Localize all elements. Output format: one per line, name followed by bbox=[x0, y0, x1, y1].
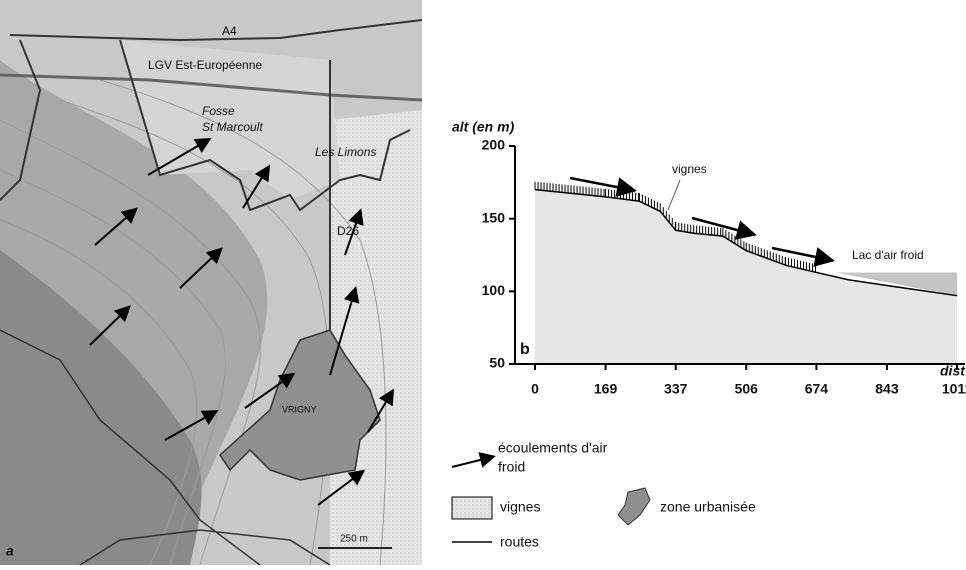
x-tick-label: 337 bbox=[664, 381, 688, 397]
y-tick-label: 150 bbox=[482, 209, 506, 225]
road-label: A4 bbox=[222, 24, 237, 38]
legend-label: froid bbox=[498, 459, 525, 475]
place-label: Fosse bbox=[202, 104, 235, 118]
flow-arrows bbox=[89, 137, 395, 506]
panel-label: a bbox=[6, 543, 14, 559]
legend-swatch bbox=[451, 496, 493, 520]
place-label: St Marcoult bbox=[202, 120, 263, 134]
profile-chart: alt (en m) dist b vignes Lac d'air froid… bbox=[452, 119, 966, 397]
y-tick-label: 100 bbox=[482, 282, 506, 298]
annotation: vignes bbox=[672, 162, 707, 176]
legend: écoulements d'air froid vignes zone urba… bbox=[451, 440, 756, 550]
legend-label: vignes bbox=[500, 499, 540, 515]
scale-label: 250 m bbox=[340, 534, 368, 545]
legend-label: routes bbox=[500, 534, 539, 550]
terrain-line bbox=[534, 188, 958, 297]
y-tick-label: 50 bbox=[489, 355, 505, 371]
legend-swatch bbox=[617, 487, 651, 526]
road-label: D26 bbox=[337, 224, 359, 238]
map: A4 LGV Est-Européenne Fosse St Marcoult … bbox=[0, 0, 423, 566]
annotation-pointer bbox=[667, 179, 681, 211]
x-tick-label: 169 bbox=[594, 381, 618, 397]
legend-label: écoulements d'air bbox=[498, 440, 608, 456]
annotation: Lac d'air froid bbox=[852, 248, 924, 262]
x-tick-label: 506 bbox=[735, 381, 759, 397]
x-tick-label: 674 bbox=[805, 381, 829, 397]
x-tick-label: 0 bbox=[531, 381, 539, 397]
legend-arrow bbox=[451, 452, 496, 468]
cold-air-lake bbox=[835, 272, 958, 296]
road-label: LGV Est-Européenne bbox=[148, 58, 262, 72]
urban-area bbox=[219, 329, 381, 481]
roads bbox=[0, 19, 423, 566]
flow-arrows bbox=[569, 176, 835, 267]
x-axis-label: dist bbox=[940, 363, 966, 379]
x-tick-label: 843 bbox=[875, 381, 899, 397]
terrain-area bbox=[535, 189, 958, 364]
x-tick-label: 1011 bbox=[942, 381, 966, 397]
legend-label: zone urbanisée bbox=[660, 499, 756, 515]
y-tick-label: 200 bbox=[482, 137, 506, 153]
panel-label: b bbox=[520, 341, 530, 358]
steep-zone bbox=[0, 250, 202, 565]
place-label: Les Limons bbox=[315, 145, 376, 159]
town-label: VRIGNY bbox=[282, 404, 317, 414]
y-axis-label: alt (en m) bbox=[452, 119, 515, 135]
